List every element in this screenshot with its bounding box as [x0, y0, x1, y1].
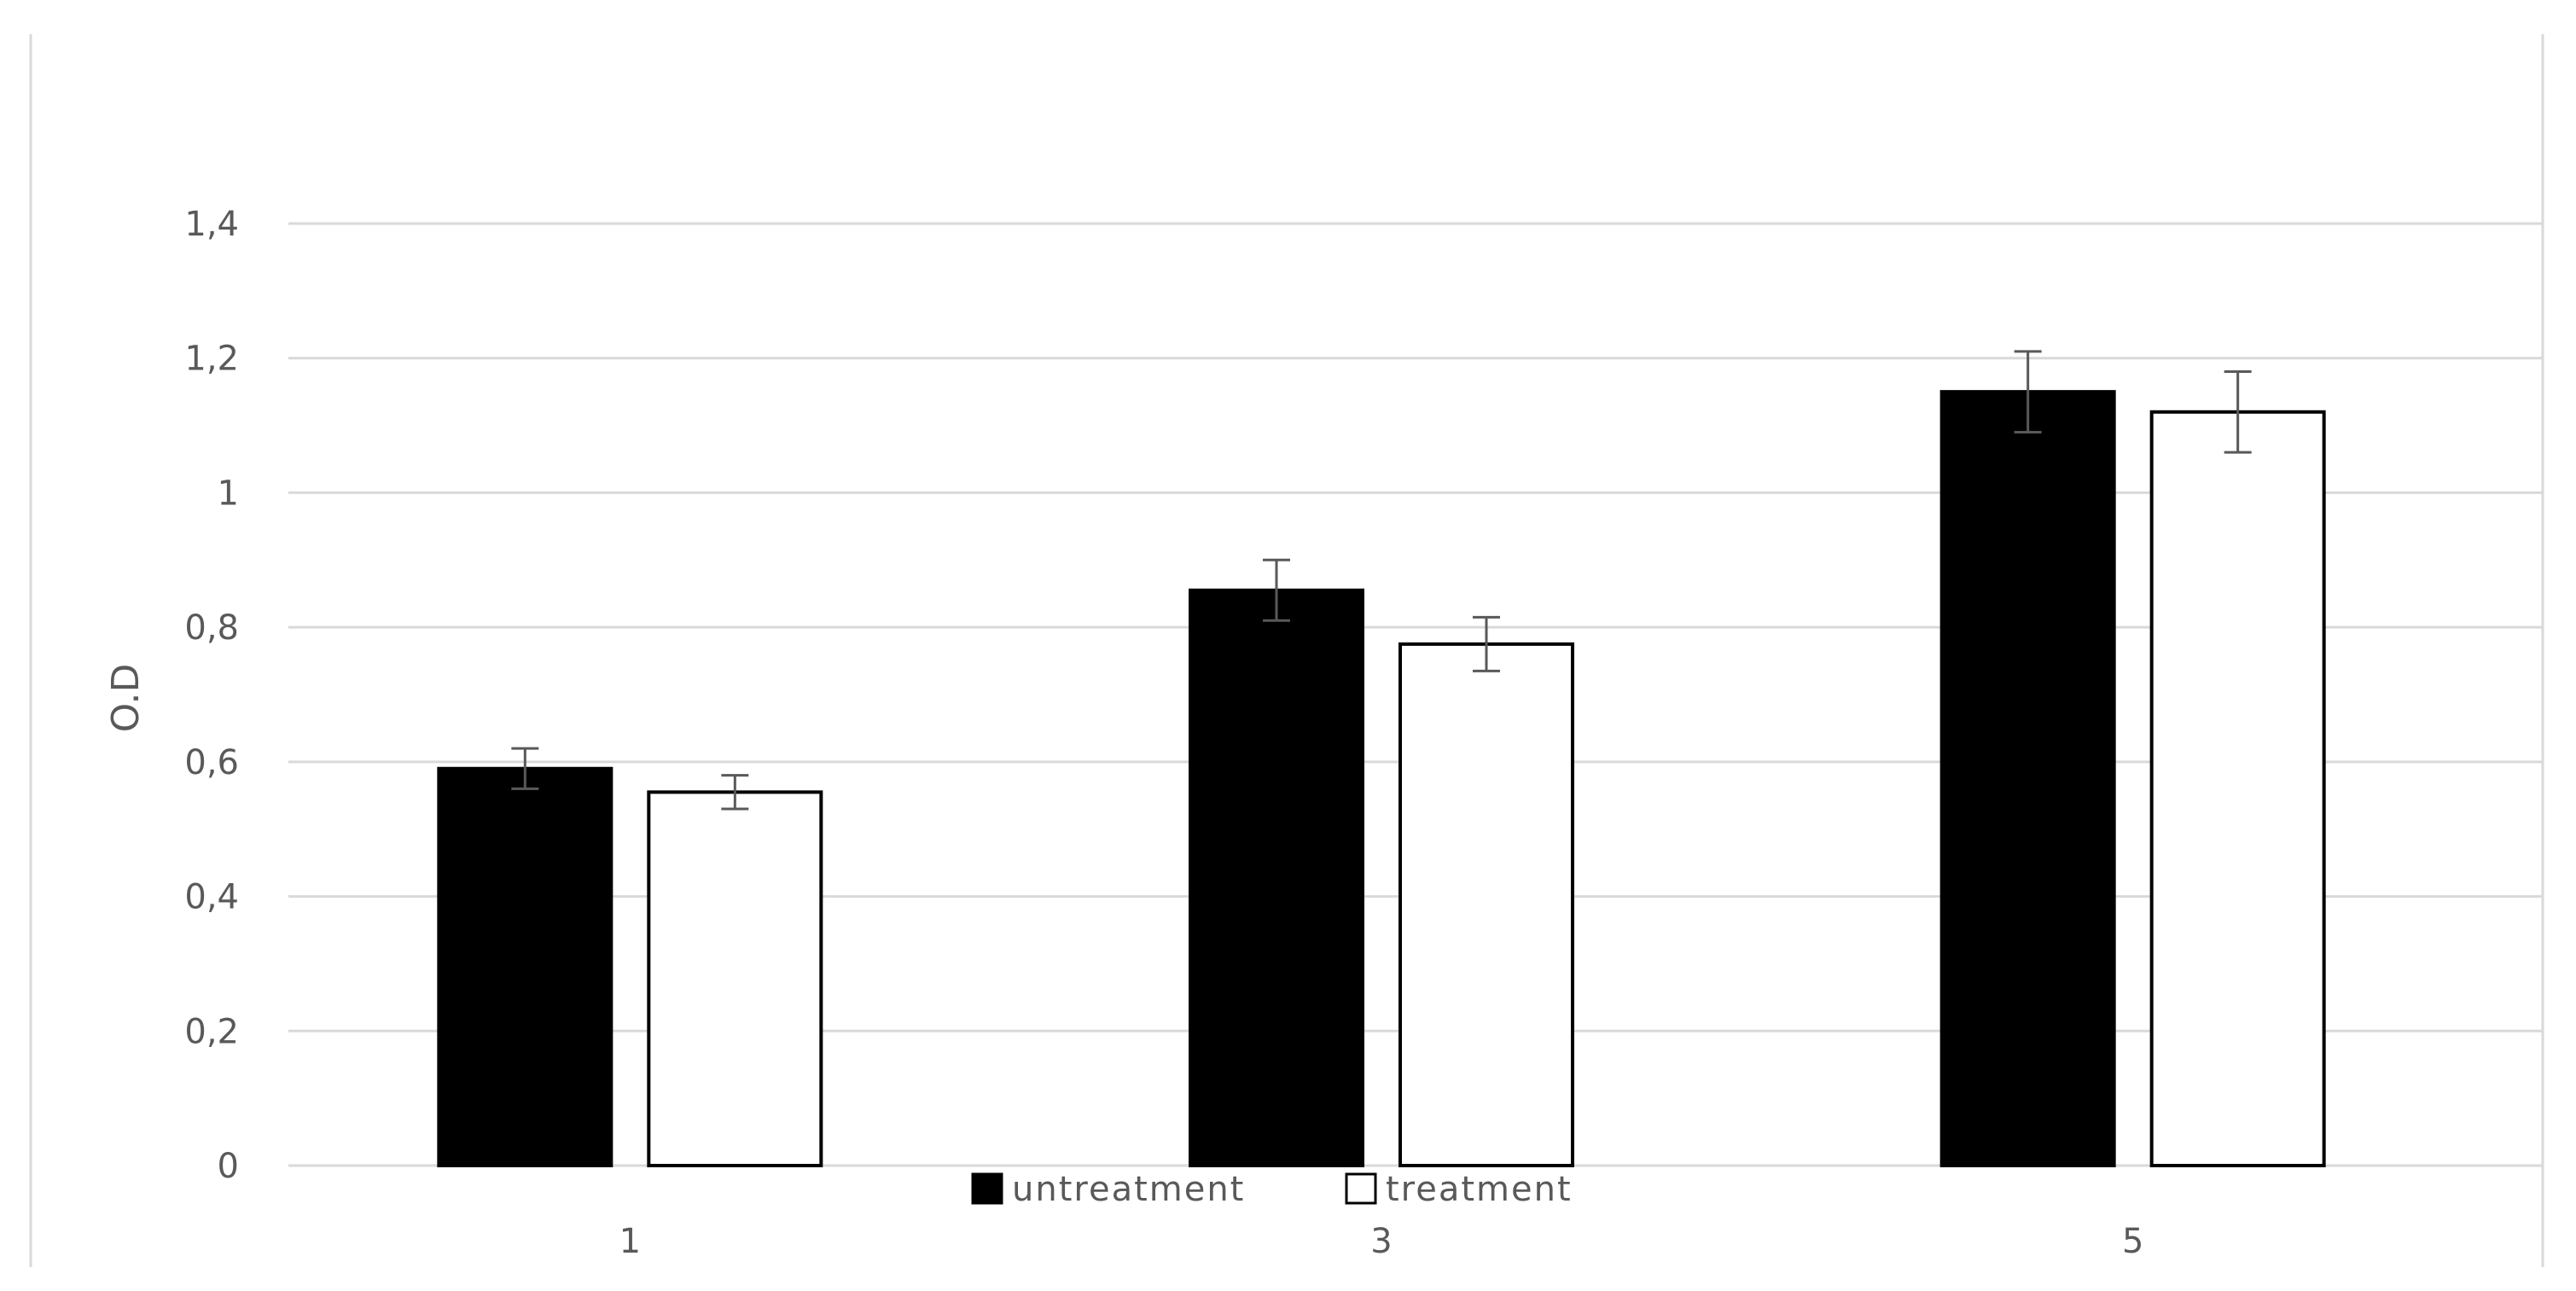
y-tick-label: 0,2	[184, 1012, 239, 1051]
x-tick-labels: 1 3 5	[619, 1222, 2144, 1261]
y-tick-label: 1,4	[184, 205, 239, 244]
legend: untreatment treatment	[971, 1170, 1573, 1209]
legend-swatch-treatment	[1345, 1172, 1377, 1205]
x-tick-label: 5	[2122, 1222, 2143, 1261]
bar-treatment-5	[2149, 410, 2326, 1167]
bar-treatment-1	[647, 790, 823, 1167]
legend-swatch-untreatment	[971, 1172, 1003, 1205]
legend-label-treatment: treatment	[1386, 1170, 1573, 1209]
y-tick-label: 0,6	[184, 743, 239, 782]
bar-untreatment-5	[1939, 390, 2116, 1167]
y-axis-title: O.D	[104, 664, 148, 733]
x-tick-label: 3	[1370, 1222, 1392, 1261]
bar-untreatment-3	[1189, 588, 1364, 1167]
bars	[437, 390, 2326, 1167]
y-tick-label: 0	[218, 1147, 239, 1186]
legend-label-untreatment: untreatment	[1012, 1170, 1245, 1209]
y-tick-label: 0,4	[184, 878, 239, 917]
x-tick-label: 1	[619, 1222, 641, 1261]
bar-treatment-3	[1398, 642, 1574, 1167]
error-bars	[511, 350, 2252, 811]
y-tick-label: 0,8	[184, 608, 239, 648]
bar-untreatment-1	[437, 766, 613, 1167]
y-tick-labels: 0 0,2 0,4 0,6 0,8 1 1,2 1,4	[184, 205, 239, 1186]
y-tick-label: 1	[218, 474, 239, 513]
y-tick-label: 1,2	[184, 340, 239, 379]
